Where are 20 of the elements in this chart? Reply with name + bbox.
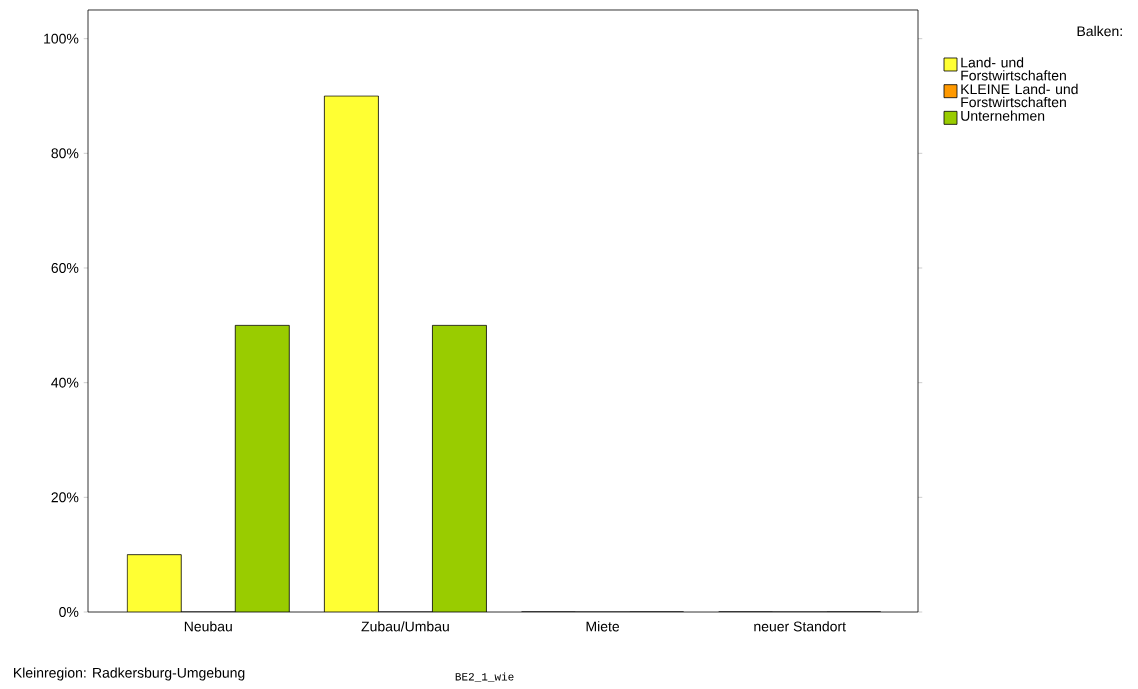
- bar: [234, 324, 290, 612]
- text: BE2_1_wie: [455, 672, 514, 682]
- legend-title: Balken:: [1077, 25, 1122, 37]
- x-tick-label: neuer Standort: [754, 621, 846, 632]
- bar: [126, 554, 182, 612]
- y-tick-label: 60%: [51, 263, 79, 273]
- legend-label: Land- und Forstwirtschaften: [961, 57, 1066, 81]
- y-tick-label: 0%: [59, 607, 79, 617]
- x-tick-label: Zubau/Umbau: [361, 621, 449, 632]
- legend-label: Unternehmen: [961, 110, 1045, 121]
- y-tick-label: 20%: [51, 492, 79, 503]
- y-tick-label: 100%: [44, 33, 79, 44]
- bar: [324, 95, 379, 612]
- y-tick-label: 40%: [51, 377, 79, 388]
- y-tick-label: 80%: [51, 148, 79, 159]
- x-tick-label: Miete: [586, 621, 620, 632]
- x-tick-label: Neubau: [184, 621, 232, 632]
- bar: [432, 325, 487, 612]
- legend-label: KLEINE Land- und Forstwirtschaften: [961, 83, 1078, 108]
- text: Kleinregion: Radkersburg-Umgebung: [14, 667, 245, 681]
